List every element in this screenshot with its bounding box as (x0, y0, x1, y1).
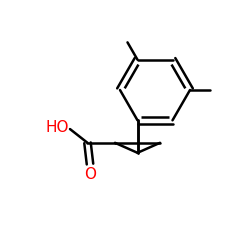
Text: O: O (84, 167, 96, 182)
Text: HO: HO (45, 120, 69, 135)
